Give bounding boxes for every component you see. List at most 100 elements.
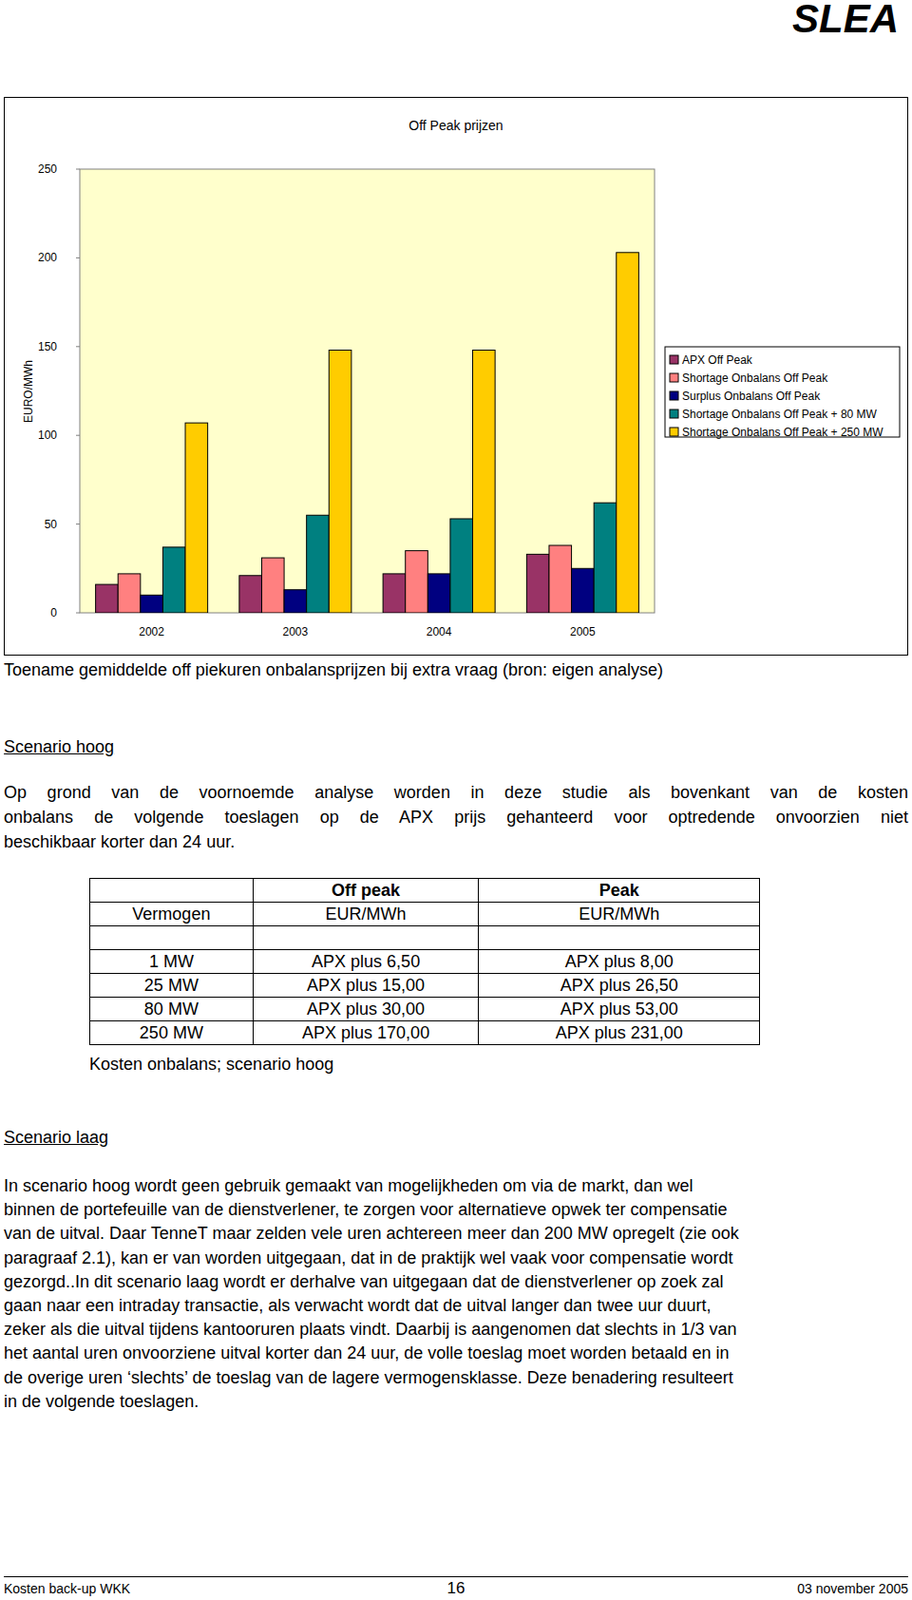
y-tick <box>76 257 80 259</box>
footer-rule <box>3 1576 909 1577</box>
header-cell <box>90 878 254 903</box>
table-row: 80 MWAPX plus 30,00APX plus 53,00 <box>90 997 760 1022</box>
bar <box>239 575 263 613</box>
table-cell: APX plus 231,00 <box>478 1021 760 1045</box>
legend-label: Surplus Onbalans Off Peak <box>682 389 821 403</box>
paragraph-line: beschikbaar korter dan 24 uur. <box>3 830 235 854</box>
header-cell: EUR/MWh <box>252 902 479 927</box>
paragraph-line: onbalans de volgende toeslagen op de APX… <box>3 805 909 829</box>
paragraph-line: Op grond van de voornoemde analyse worde… <box>3 780 909 804</box>
paragraph-line: gaan naar een intraday transactie, als v… <box>3 1293 711 1317</box>
legend-swatch <box>669 373 679 382</box>
legend-label: Shortage Onbalans Off Peak + 250 MW <box>682 425 884 439</box>
legend-label: Shortage Onbalans Off Peak + 80 MW <box>682 407 878 421</box>
paragraph-line: zeker als die uitval tijdens kantooruren… <box>3 1317 737 1341</box>
y-tick-label: 50 <box>44 517 58 532</box>
chart-title: Off Peak prijzen <box>408 117 503 133</box>
y-axis-label: EURO/MWh <box>21 360 36 423</box>
header-cell: Peak <box>478 878 760 903</box>
header-row: Off peakPeak <box>90 878 760 903</box>
table-cell: 250 MW <box>90 1021 254 1045</box>
legend: APX Off PeakShortage Onbalans Off PeakSu… <box>665 346 900 439</box>
y-tick-label: 100 <box>38 428 57 442</box>
plot-area <box>79 169 655 613</box>
bar <box>571 568 595 613</box>
x-tick-label: 2005 <box>570 625 596 639</box>
bar <box>382 573 406 613</box>
y-tick-label: 0 <box>50 606 57 620</box>
y-tick <box>76 523 80 525</box>
header-row: VermogenEUR/MWhEUR/MWh <box>90 902 760 927</box>
chart-caption: Toename gemiddelde off piekuren onbalans… <box>3 658 664 682</box>
footer-right: 03 november 2005 <box>797 1580 909 1596</box>
header-cell: Off peak <box>252 878 479 903</box>
section-title: Scenario laag <box>3 1125 109 1149</box>
y-tick <box>76 345 80 347</box>
bar <box>405 551 429 613</box>
bar <box>549 545 572 613</box>
bar <box>95 584 119 613</box>
bar <box>140 594 164 613</box>
y-tick <box>76 435 80 437</box>
paragraph-line: de overige uren ‘slechts’ de toeslag van… <box>3 1366 734 1389</box>
bar <box>593 502 617 613</box>
table-cell: 1 MW <box>90 950 254 974</box>
legend-swatch <box>669 391 679 400</box>
bar <box>450 518 474 613</box>
table-row: 250 MWAPX plus 170,00APX plus 231,00 <box>90 1021 760 1045</box>
table-row: 1 MWAPX plus 6,50APX plus 8,00 <box>90 950 760 974</box>
bars <box>95 252 640 613</box>
bar <box>306 514 330 613</box>
bar <box>162 547 186 613</box>
spacer-cell <box>90 926 254 950</box>
y-tick-label: 150 <box>38 340 57 354</box>
bar <box>427 573 451 613</box>
bar <box>117 573 141 613</box>
y-tick <box>76 612 80 614</box>
legend-box <box>665 346 900 437</box>
paragraph-line: het aantal uren onvoorziene uitval korte… <box>3 1341 730 1365</box>
header-cell: EUR/MWh <box>478 902 760 927</box>
table-cell: APX plus 30,00 <box>252 997 479 1022</box>
spacer-row <box>90 926 760 950</box>
legend-swatch <box>669 409 679 418</box>
y-tick-label: 200 <box>38 250 57 265</box>
table-cell: 25 MW <box>90 973 254 998</box>
table-caption: Kosten onbalans; scenario hoog <box>89 1054 334 1075</box>
paragraph-line: In scenario hoog wordt geen gebruik gema… <box>3 1174 693 1197</box>
y-tick <box>76 169 80 171</box>
chart-frame <box>4 97 909 656</box>
table-row: 25 MWAPX plus 15,00APX plus 26,50 <box>90 973 760 998</box>
table-cell: APX plus 15,00 <box>252 973 479 998</box>
header-cell: Vermogen <box>90 902 254 927</box>
x-tick-label: 2002 <box>138 625 165 639</box>
table-cell: 80 MW <box>90 997 254 1022</box>
y-tick-label: 250 <box>38 162 57 176</box>
chart: Off Peak prijzen 0 50 100 150 200 250 EURO/MWh 2… <box>3 96 909 656</box>
table-cell: APX plus 53,00 <box>478 997 760 1022</box>
bar <box>616 252 640 613</box>
paragraph-line: in de volgende toeslagen. <box>3 1389 199 1413</box>
footer-page: 16 <box>0 1578 912 1598</box>
cost-table: Off peakPeakVermogenEUR/MWhEUR/MWh 1 MWA… <box>89 877 760 1045</box>
table-cell: APX plus 26,50 <box>478 973 760 998</box>
legend-label: APX Off Peak <box>682 353 754 367</box>
spacer-cell <box>478 926 760 950</box>
legend-swatch <box>669 427 679 437</box>
section-title: Scenario hoog <box>3 735 114 759</box>
x-tick-label: 2003 <box>283 625 309 639</box>
spacer-cell <box>252 926 479 950</box>
legend-swatch <box>669 355 679 364</box>
paragraph-line: gezorgd..In dit scenario laag wordt er d… <box>3 1270 723 1293</box>
footer-left: Kosten back-up WKK <box>3 1580 131 1596</box>
bar <box>526 553 550 613</box>
x-tick-label: 2004 <box>426 625 453 639</box>
bar <box>473 350 496 613</box>
bar <box>328 350 352 613</box>
table-cell: APX plus 8,00 <box>478 950 760 974</box>
bar <box>284 589 307 613</box>
table-cell: APX plus 6,50 <box>252 950 479 974</box>
paragraph-line: binnen de portefeuille van de dienstverl… <box>3 1197 727 1221</box>
bar <box>261 557 285 613</box>
brand: SLEA <box>792 0 899 42</box>
